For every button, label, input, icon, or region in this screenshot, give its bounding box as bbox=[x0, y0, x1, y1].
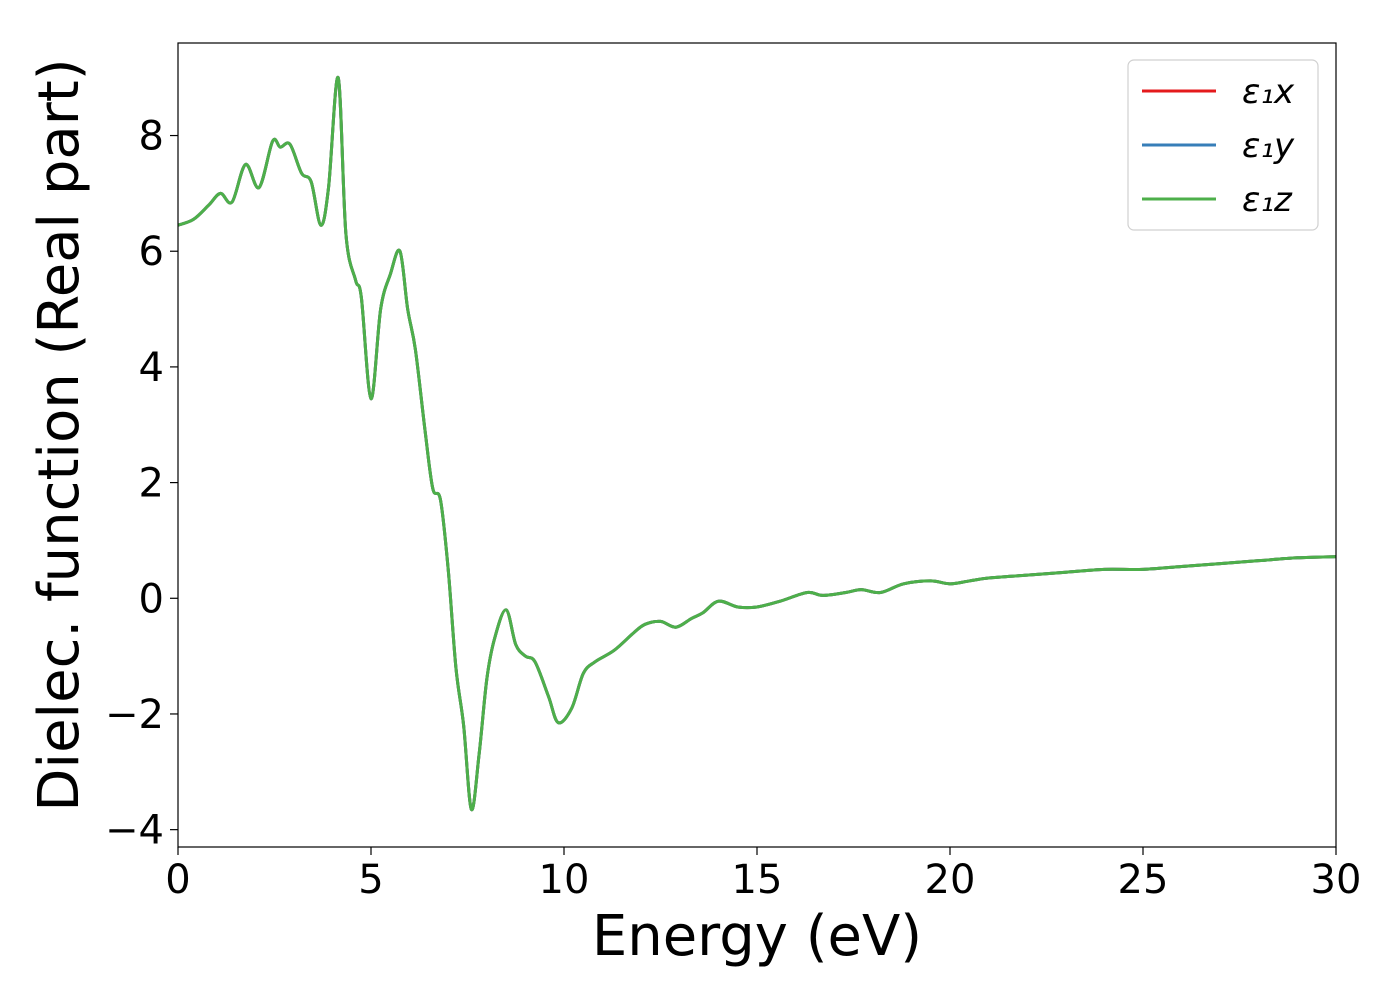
x-tick-label: 30 bbox=[1311, 857, 1362, 903]
y-axis-ticks: −4 −2 0 2 4 6 8 bbox=[105, 114, 178, 854]
y-tick-label: 2 bbox=[139, 461, 164, 507]
x-tick-label: 5 bbox=[358, 857, 383, 903]
legend-label-1: ε₁x bbox=[1242, 72, 1295, 112]
legend-label-2: ε₁y bbox=[1242, 126, 1295, 166]
y-tick-label: 0 bbox=[139, 576, 164, 622]
y-axis-label: Dielec. function (Real part) bbox=[27, 58, 92, 811]
x-tick-label: 20 bbox=[925, 857, 976, 903]
x-axis-ticks: 0 5 10 15 20 25 30 bbox=[165, 847, 1361, 903]
x-tick-label: 15 bbox=[732, 857, 783, 903]
y-tick-label: 6 bbox=[139, 229, 164, 275]
y-tick-label: −2 bbox=[105, 692, 164, 738]
x-tick-label: 25 bbox=[1118, 857, 1169, 903]
x-tick-label: 0 bbox=[165, 857, 190, 903]
x-axis-label: Energy (eV) bbox=[592, 904, 922, 969]
y-tick-label: 8 bbox=[139, 114, 164, 160]
y-tick-label: −4 bbox=[105, 808, 164, 854]
x-tick-label: 10 bbox=[539, 857, 590, 903]
series-line-3 bbox=[178, 76, 1336, 811]
legend-box bbox=[1127, 59, 1319, 231]
y-tick-label: 4 bbox=[139, 345, 164, 391]
legend: ε₁x ε₁y ε₁z bbox=[1127, 59, 1319, 231]
legend-label-3: ε₁z bbox=[1242, 180, 1293, 220]
